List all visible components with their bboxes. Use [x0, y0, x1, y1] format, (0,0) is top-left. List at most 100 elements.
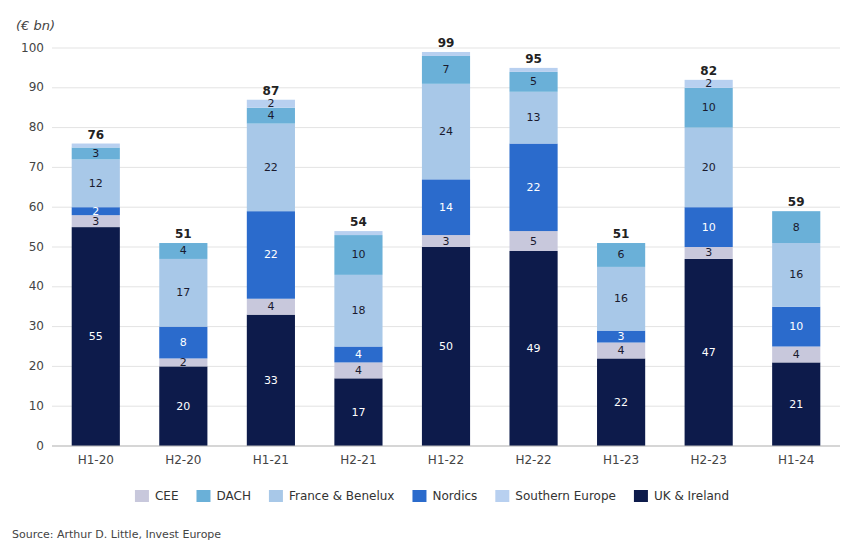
- total-label: 99: [438, 36, 455, 50]
- data-labels: 5520331750492247213244354342822414223101…: [89, 63, 803, 418]
- data-label: 2: [92, 205, 99, 218]
- bar-segment: [772, 211, 820, 212]
- y-tick-label: 90: [29, 80, 44, 94]
- bars: [72, 52, 821, 446]
- bar-segment: [772, 243, 820, 307]
- total-label: 95: [525, 52, 542, 66]
- data-label: 16: [789, 268, 803, 281]
- bar-segment: [334, 362, 382, 378]
- y-tick-label: 10: [29, 399, 44, 413]
- total-label: 82: [700, 64, 717, 78]
- bar-segment: [597, 331, 645, 343]
- legend-swatch: [495, 490, 509, 502]
- data-label: 8: [793, 221, 800, 234]
- legend-item: Southern Europe: [495, 489, 616, 503]
- data-label: 17: [176, 286, 190, 299]
- bar-segment: [334, 378, 382, 446]
- bar-segment: [772, 347, 820, 363]
- data-label: 5: [530, 75, 537, 88]
- data-label: 47: [702, 346, 716, 359]
- x-tick-label: H1-21: [253, 453, 289, 467]
- y-tick-label: 70: [29, 160, 44, 174]
- data-label: 4: [267, 109, 274, 122]
- bar-segment: [159, 243, 207, 259]
- y-tick-label: 60: [29, 200, 44, 214]
- bar-segment: [509, 72, 557, 92]
- bar-segment: [72, 148, 120, 160]
- data-label: 49: [527, 342, 541, 355]
- bar-segment: [422, 179, 470, 235]
- legend-swatch: [634, 490, 648, 502]
- x-tick-label: H2-22: [515, 453, 551, 467]
- data-label: 5: [530, 235, 537, 248]
- x-tick-label: H1-23: [603, 453, 639, 467]
- legend-label: DACH: [216, 489, 250, 503]
- data-label: 4: [355, 364, 362, 377]
- data-label: 22: [527, 181, 541, 194]
- bar-segment: [597, 358, 645, 446]
- chart: 0102030405060708090100(€ bn)552033175049…: [0, 0, 864, 550]
- legend-item: DACH: [196, 489, 250, 503]
- data-label: 20: [702, 161, 716, 174]
- bar-segment: [422, 56, 470, 84]
- bar-segment: [509, 68, 557, 72]
- data-label: 2: [180, 356, 187, 369]
- legend-item: Nordics: [412, 489, 477, 503]
- data-label: 3: [443, 235, 450, 248]
- total-label: 76: [87, 128, 104, 142]
- background: [0, 0, 864, 550]
- y-axis-label: (€ bn): [16, 18, 55, 33]
- total-label: 51: [175, 227, 192, 241]
- x-tick-label: H2-23: [691, 453, 727, 467]
- x-tick-label: H1-22: [428, 453, 464, 467]
- data-label: 16: [614, 292, 628, 305]
- y-tick-label: 30: [29, 319, 44, 333]
- x-tick-label: H2-20: [165, 453, 201, 467]
- data-label: 10: [351, 248, 365, 261]
- bar-segment: [685, 128, 733, 208]
- y-tick-label: 0: [36, 439, 44, 453]
- y-tick-label: 100: [21, 41, 44, 55]
- bar-segment: [422, 52, 470, 56]
- data-label: 14: [439, 201, 453, 214]
- x-tick-label: H1-24: [778, 453, 814, 467]
- bar-segment: [509, 92, 557, 144]
- y-grid: [52, 48, 840, 446]
- legend-label: France & Benelux: [289, 489, 395, 503]
- data-label: 4: [180, 244, 187, 257]
- bar-segment: [422, 84, 470, 180]
- x-axis-line: [52, 446, 840, 447]
- legend-label: CEE: [155, 489, 179, 503]
- y-tick-label: 20: [29, 359, 44, 373]
- y-tick-label: 50: [29, 240, 44, 254]
- data-label: 13: [527, 111, 541, 124]
- legend-label: Nordics: [432, 489, 477, 503]
- bar-segment: [159, 327, 207, 359]
- bar-segment: [159, 259, 207, 327]
- bar-segment: [509, 144, 557, 232]
- bar-segment: [597, 243, 645, 267]
- bar-segment: [772, 307, 820, 347]
- source-note: Source: Arthur D. Little, Invest Europe: [12, 528, 221, 541]
- bar-segment: [334, 275, 382, 347]
- grid-line: [52, 446, 840, 447]
- legend-item: France & Benelux: [269, 489, 395, 503]
- bar-segment: [334, 235, 382, 275]
- data-label: 21: [789, 398, 803, 411]
- total-labels: 765187549995518259: [87, 36, 804, 241]
- bar-segment: [597, 343, 645, 359]
- legend-swatch: [135, 490, 149, 502]
- data-label: 10: [702, 221, 716, 234]
- data-label: 4: [793, 348, 800, 361]
- data-label: 4: [355, 348, 362, 361]
- data-label: 8: [180, 336, 187, 349]
- bar-segment: [72, 159, 120, 207]
- bar-segment: [247, 124, 295, 212]
- bar-segment: [247, 211, 295, 299]
- bar-segment: [509, 231, 557, 251]
- legend-label: Southern Europe: [515, 489, 616, 503]
- bar-segment: [685, 259, 733, 446]
- y-tick-label: 40: [29, 279, 44, 293]
- legend-label: UK & Ireland: [654, 489, 729, 503]
- bar-segment: [422, 247, 470, 446]
